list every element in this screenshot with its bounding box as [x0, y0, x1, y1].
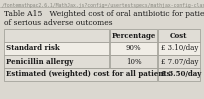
Bar	[158, 42, 200, 55]
Bar	[158, 55, 200, 68]
Text: Standard risk: Standard risk	[6, 44, 60, 52]
Bar	[110, 29, 157, 42]
Text: Table A15   Weighted cost of oral antibiotic for patients with: Table A15 Weighted cost of oral antibiot…	[4, 10, 204, 18]
Text: of serious adverse outcomes: of serious adverse outcomes	[4, 19, 113, 27]
Bar	[110, 55, 157, 68]
Text: Estimated (weighted) cost for all patients: Estimated (weighted) cost for all patien…	[6, 70, 171, 79]
Text: Percentage: Percentage	[111, 31, 156, 40]
Bar	[158, 68, 200, 81]
Bar	[4, 55, 109, 68]
Text: Cost: Cost	[170, 31, 188, 40]
Text: £ 7.07/day: £ 7.07/day	[161, 58, 198, 66]
Bar	[110, 42, 157, 55]
Text: Penicillin allergy: Penicillin allergy	[6, 58, 73, 66]
Text: 10%: 10%	[126, 58, 141, 66]
Text: /fontemathpac2.6.1/MathJax.js?config=/usertestspecs/mathjax-config-classic.3.4.j: /fontemathpac2.6.1/MathJax.js?config=/us…	[2, 3, 204, 8]
Bar	[4, 68, 157, 81]
Bar	[4, 29, 109, 42]
Bar	[4, 42, 109, 55]
Text: £ 3.10/day: £ 3.10/day	[161, 44, 198, 52]
Text: £ 3.50/day: £ 3.50/day	[161, 70, 201, 79]
Text: 90%: 90%	[126, 44, 141, 52]
Bar	[158, 29, 200, 42]
